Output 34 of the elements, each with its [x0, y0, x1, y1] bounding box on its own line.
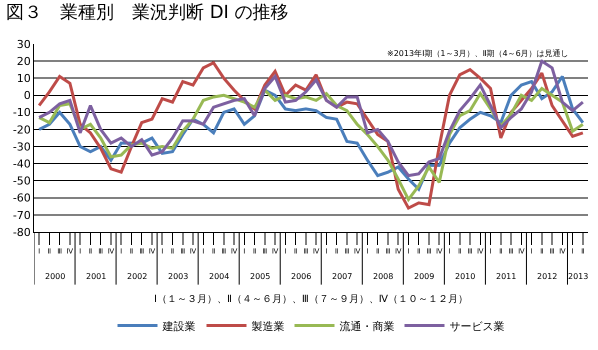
text: 2001: [86, 272, 106, 281]
chart-title: 図３ 業種別 業況判断 DI の推移: [6, 2, 289, 23]
legend-label: 流通・商業: [340, 320, 394, 333]
text: 2005: [250, 272, 270, 281]
text: 2003: [168, 272, 188, 281]
text: 2002: [127, 272, 148, 281]
y-tick-label: -70: [12, 208, 31, 222]
y-tick-label: -50: [12, 174, 31, 188]
text: 2012: [537, 272, 558, 281]
y-tick-label: 10: [16, 72, 31, 86]
legend-label: 製造業: [252, 320, 284, 333]
text: 2006: [291, 272, 312, 281]
text: 2011: [496, 272, 516, 281]
text: 2008: [373, 272, 394, 281]
text: 2010: [455, 272, 476, 281]
y-tick-label: 0: [24, 89, 31, 102]
legend-label: サービス業: [450, 320, 504, 333]
y-tick-label: 30: [16, 38, 31, 51]
text: 2000: [45, 272, 66, 281]
annotation: ※2013年Ⅰ期（1～3月）、Ⅱ期（4～6月）は見通し: [387, 49, 569, 58]
text: 2013: [568, 272, 588, 281]
y-tick-label: -80: [12, 226, 31, 239]
text: 2009: [414, 272, 434, 281]
line-series: [38, 60, 584, 178]
legend-label: 建設業: [162, 320, 196, 333]
y-tick-label: 20: [16, 54, 31, 68]
y-tick-label: -20: [12, 123, 31, 136]
y-tick-label: -30: [12, 140, 31, 154]
text: 2007: [332, 272, 352, 281]
y-tick-label: -40: [12, 157, 31, 170]
text: Ⅰ（１～３月）、Ⅱ（４～６月）、Ⅲ（７～９月）、Ⅳ（１０～１２月）: [154, 294, 468, 305]
y-tick-label: -10: [12, 106, 31, 120]
y-tick-label: -60: [12, 192, 31, 205]
text: 2004: [209, 272, 230, 281]
